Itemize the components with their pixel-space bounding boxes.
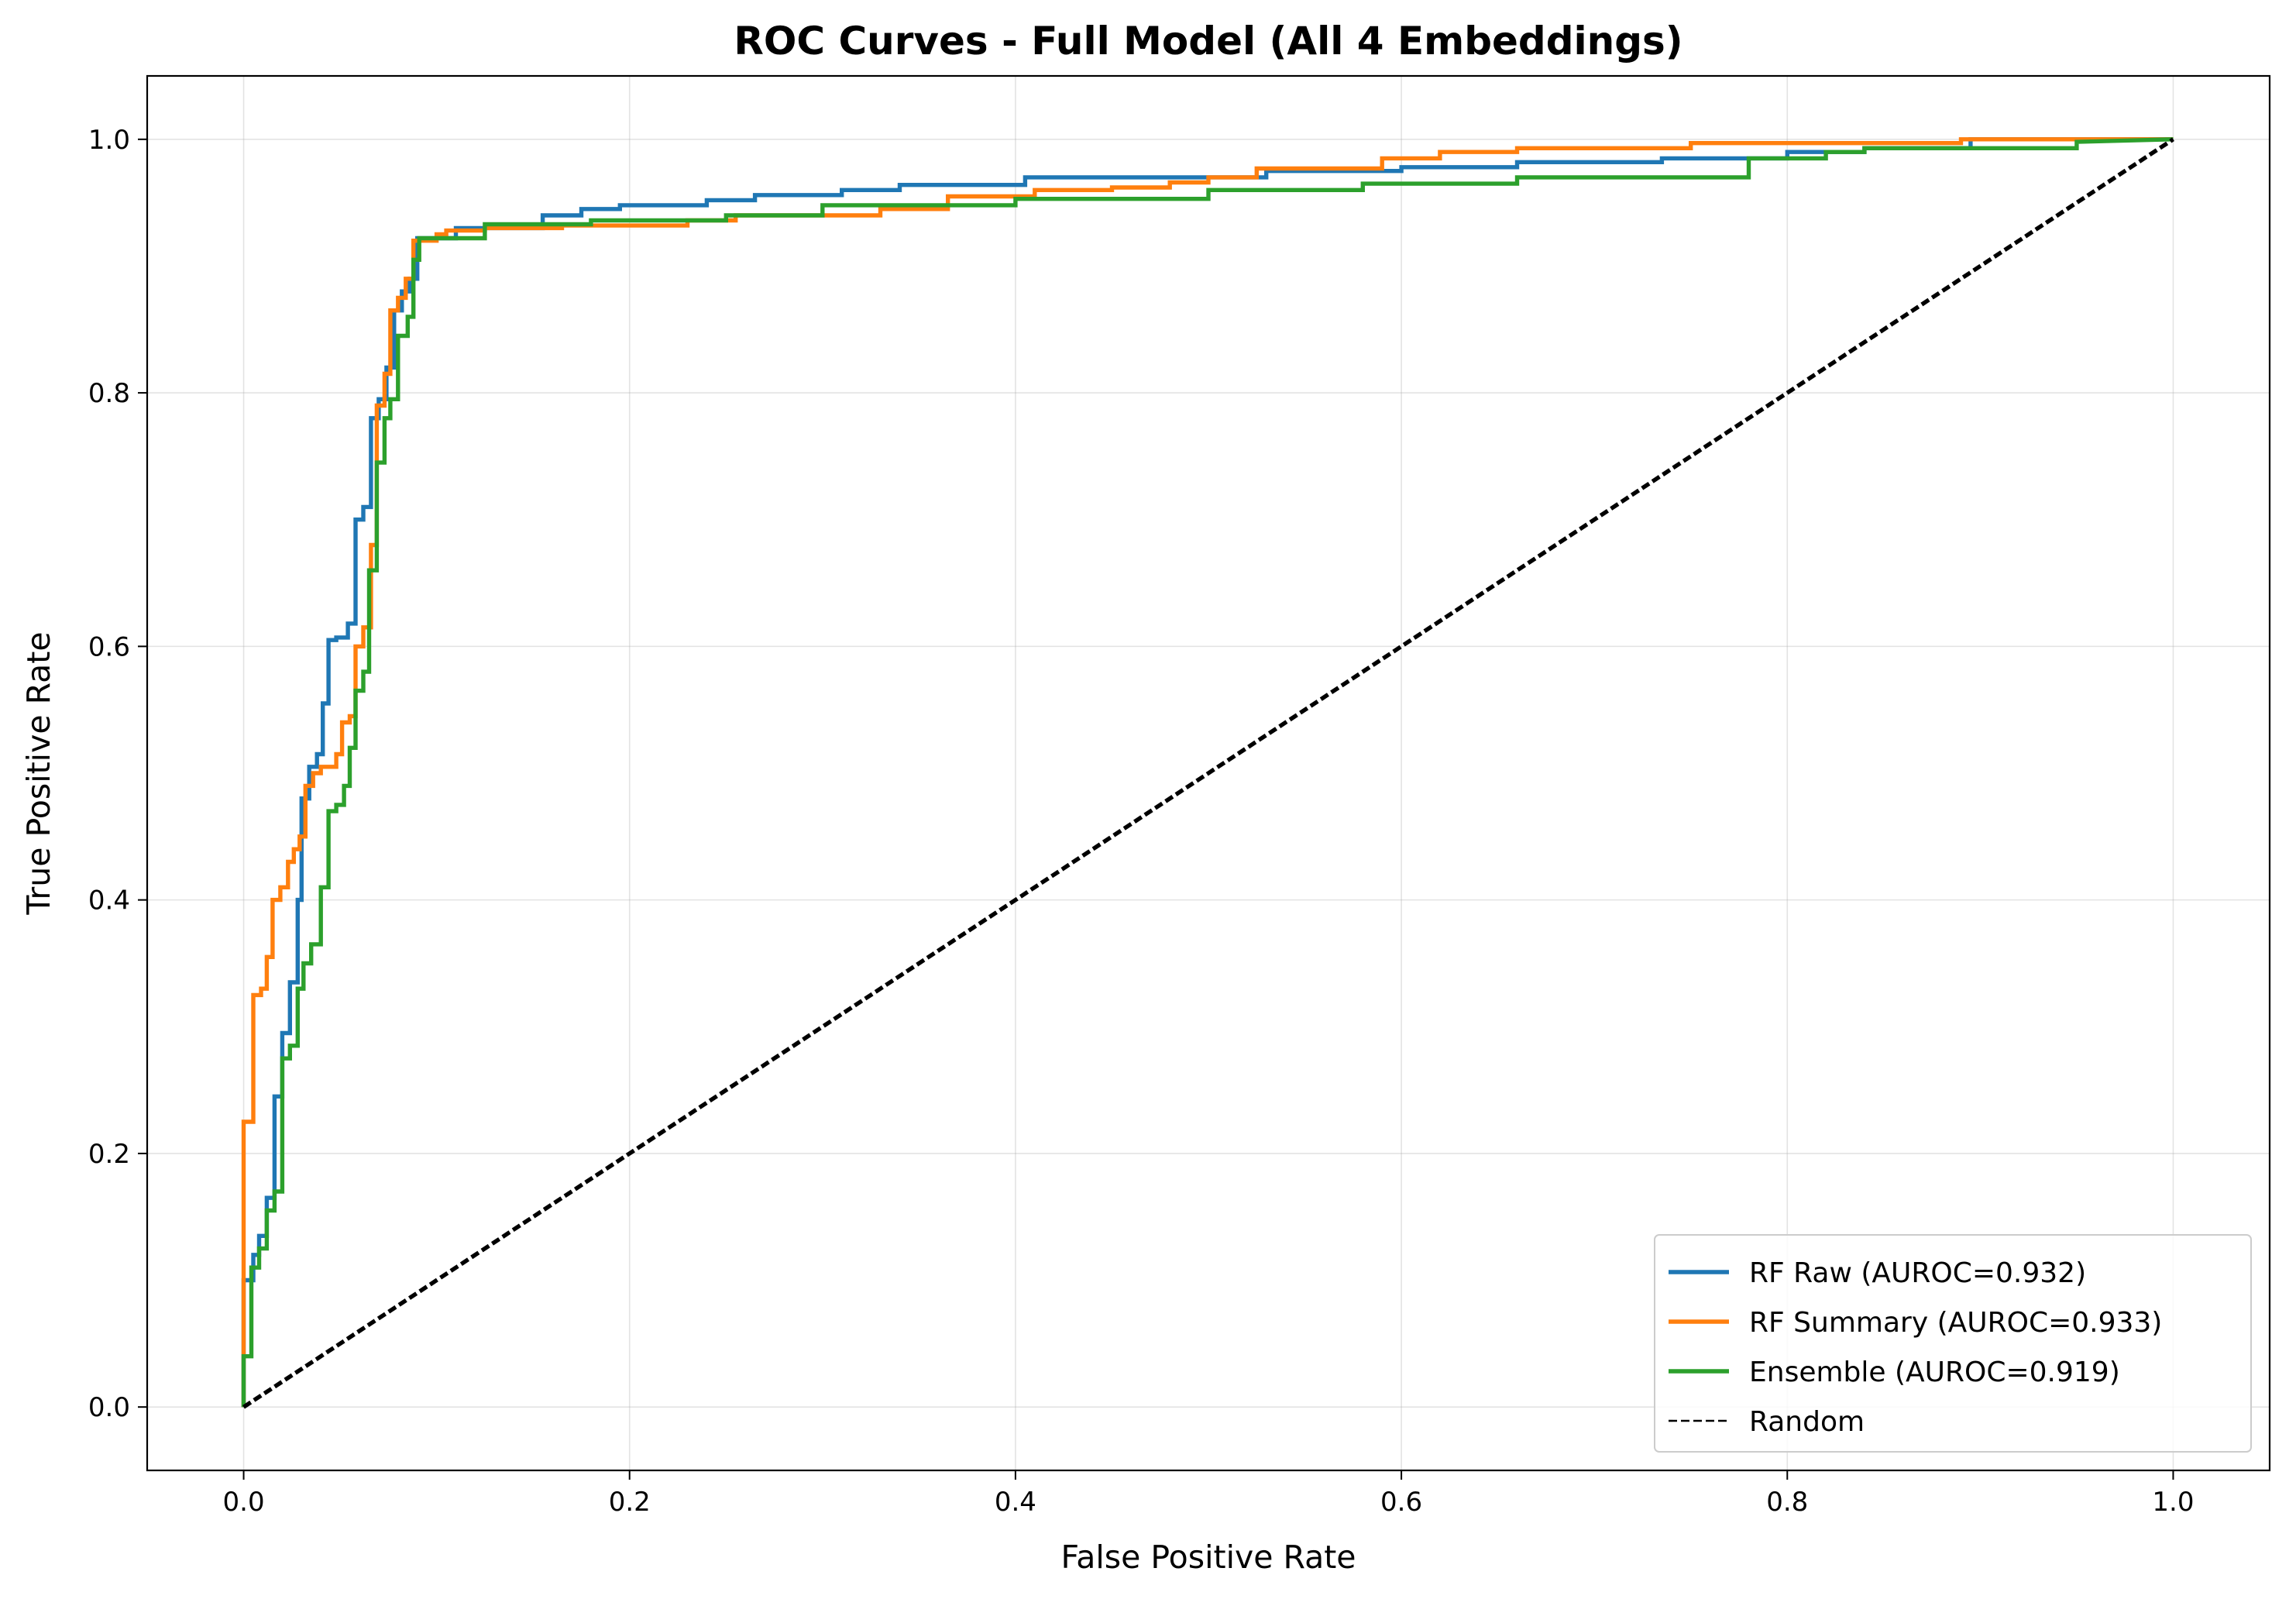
y-tick-label: 0.2 [88, 1139, 130, 1170]
x-axis-label: False Positive Rate [1060, 1539, 1356, 1576]
y-axis-label: True Positive Rate [20, 631, 57, 915]
legend-label-1: RF Summary (AUROC=0.933) [1749, 1307, 2162, 1339]
series-line-2 [241, 137, 2174, 1408]
axis-ticks: 0.0 0.2 0.4 0.6 0.8 1.0 0.0 0.2 0.4 0.6 0.8 1.0 [88, 125, 2195, 1518]
series-line-3 [242, 137, 2174, 1409]
x-tick-label: 1.0 [2152, 1487, 2194, 1518]
series-line-0 [241, 137, 2174, 1408]
grid [147, 76, 2270, 1470]
y-tick-label: 0.8 [88, 378, 130, 409]
legend-label-2: Ensemble (AUROC=0.919) [1749, 1357, 2120, 1388]
legend-label-0: RF Raw (AUROC=0.932) [1749, 1257, 2086, 1289]
y-tick-label: 1.0 [88, 125, 130, 156]
legend-box [1654, 1234, 2252, 1453]
x-tick-label: 0.6 [1380, 1487, 1422, 1518]
chart-title: ROC Curves - Full Model (All 4 Embedding… [734, 19, 1682, 64]
x-tick-label: 0.4 [995, 1487, 1036, 1518]
legend: RF Raw (AUROC=0.932) RF Summary (AUROC=0.… [1654, 1234, 2252, 1453]
x-tick-label: 0.8 [1766, 1487, 1808, 1518]
y-tick-label: 0.4 [88, 885, 130, 916]
x-tick-label: 0.0 [223, 1487, 265, 1518]
plot-frame [146, 74, 2271, 1472]
series-lines [241, 137, 2174, 1409]
y-tick-label: 0.6 [88, 631, 130, 662]
x-tick-label: 0.2 [609, 1487, 651, 1518]
legend-label-3: Random [1749, 1406, 1865, 1438]
y-tick-label: 0.0 [88, 1392, 130, 1423]
series-line-1 [241, 137, 2174, 1408]
